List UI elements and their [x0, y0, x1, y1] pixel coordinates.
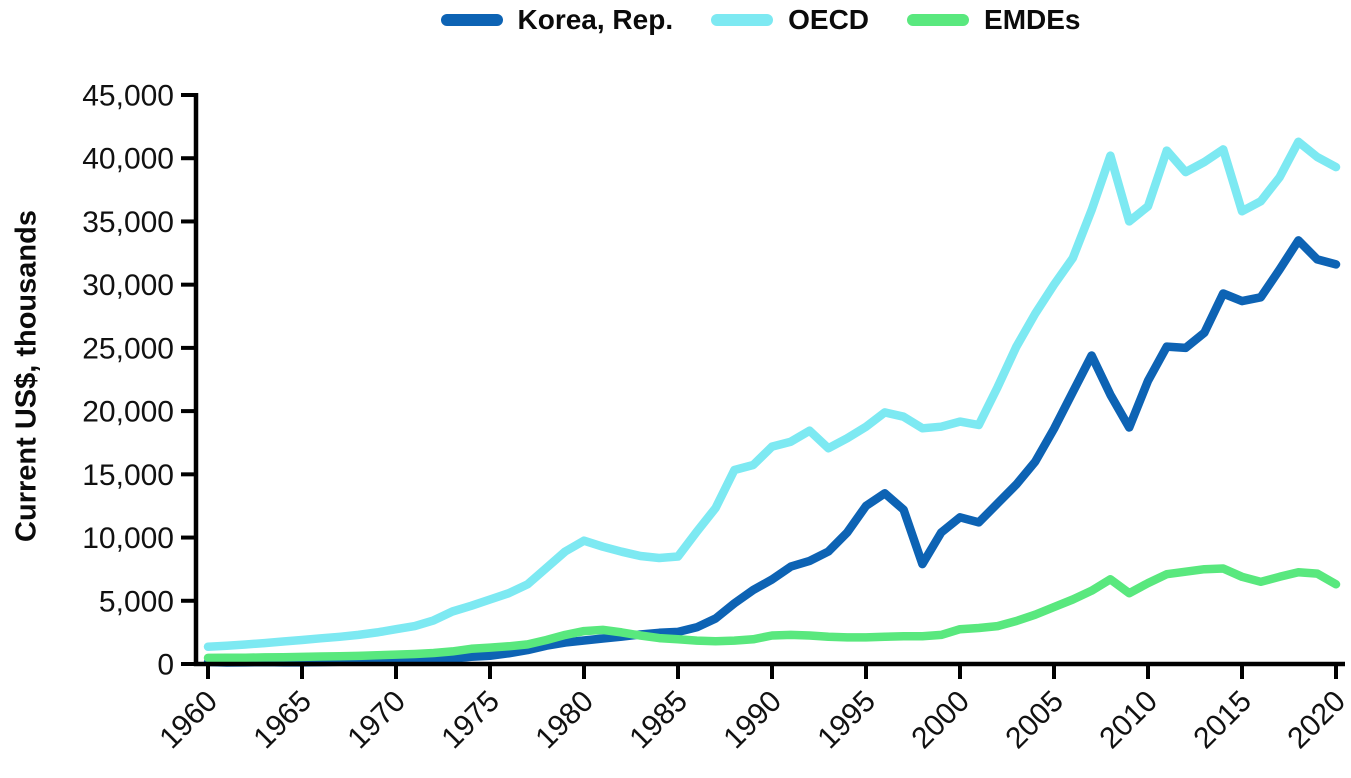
- legend-swatch-oecd: [711, 14, 774, 26]
- legend-label-korea-rep: Korea, Rep.: [517, 4, 674, 35]
- legend-swatch-korea-rep: [440, 14, 503, 26]
- legend-label-oecd: OECD: [788, 4, 870, 35]
- legend-item-oecd: OECD: [711, 4, 869, 36]
- y-axis-tick-label: 25,000: [82, 332, 174, 365]
- y-axis-tick-label: 0: [157, 649, 174, 682]
- x-axis-tick-label: 2020: [1281, 685, 1351, 756]
- series-line-emdes: [203, 564, 1341, 663]
- x-axis-tick-label: 2005: [999, 685, 1070, 756]
- x-axis-tick-label: 2000: [905, 685, 976, 756]
- y-axis-tick-label: 15,000: [82, 459, 174, 492]
- series-line-oecd: [203, 137, 1341, 651]
- y-axis-title: Current US$, thousands: [10, 210, 43, 542]
- legend: Korea, Rep. OECD EMDEs: [170, 4, 1351, 36]
- y-axis-tick-label: 5,000: [99, 585, 174, 618]
- y-axis-tick-label: 45,000: [82, 80, 174, 113]
- x-axis-tick-label: 1960: [153, 685, 224, 756]
- x-axis-tick-label: 2010: [1093, 685, 1164, 756]
- x-axis-tick-label: 1990: [717, 685, 788, 756]
- legend-label-emdes: EMDEs: [984, 4, 1081, 35]
- x-axis-tick-label: 1970: [341, 685, 412, 756]
- x-axis-tick-label: 1980: [529, 685, 600, 756]
- legend-swatch-emdes: [907, 14, 970, 26]
- legend-item-korea-rep: Korea, Rep.: [440, 4, 674, 36]
- series-line-korea-rep: [203, 236, 1341, 667]
- legend-item-emdes: EMDEs: [907, 4, 1080, 36]
- y-axis-tick-label: 30,000: [82, 269, 174, 302]
- y-axis-tick-label: 35,000: [82, 206, 174, 239]
- x-axis-tick-label: 1995: [811, 685, 882, 756]
- x-axis-tick-label: 2015: [1187, 685, 1258, 756]
- y-axis-tick-label: 40,000: [82, 143, 174, 176]
- x-axis-tick-label: 1965: [247, 685, 318, 756]
- y-axis-tick-label: 20,000: [82, 396, 174, 429]
- x-axis-tick-label: 1985: [623, 685, 694, 756]
- y-axis-tick-label: 10,000: [82, 522, 174, 555]
- x-axis-tick-label: 1975: [435, 685, 506, 756]
